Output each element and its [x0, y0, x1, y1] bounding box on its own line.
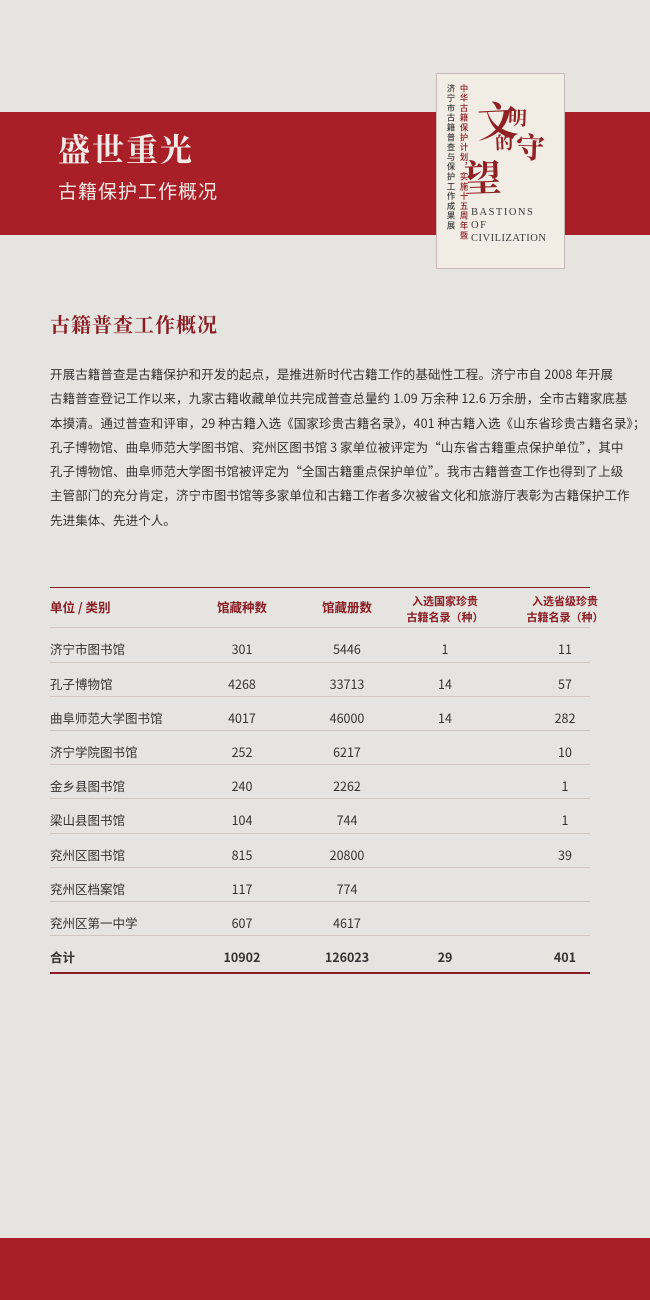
svg-text:守: 守 — [515, 125, 545, 167]
svg-text:望: 望 — [463, 148, 502, 203]
